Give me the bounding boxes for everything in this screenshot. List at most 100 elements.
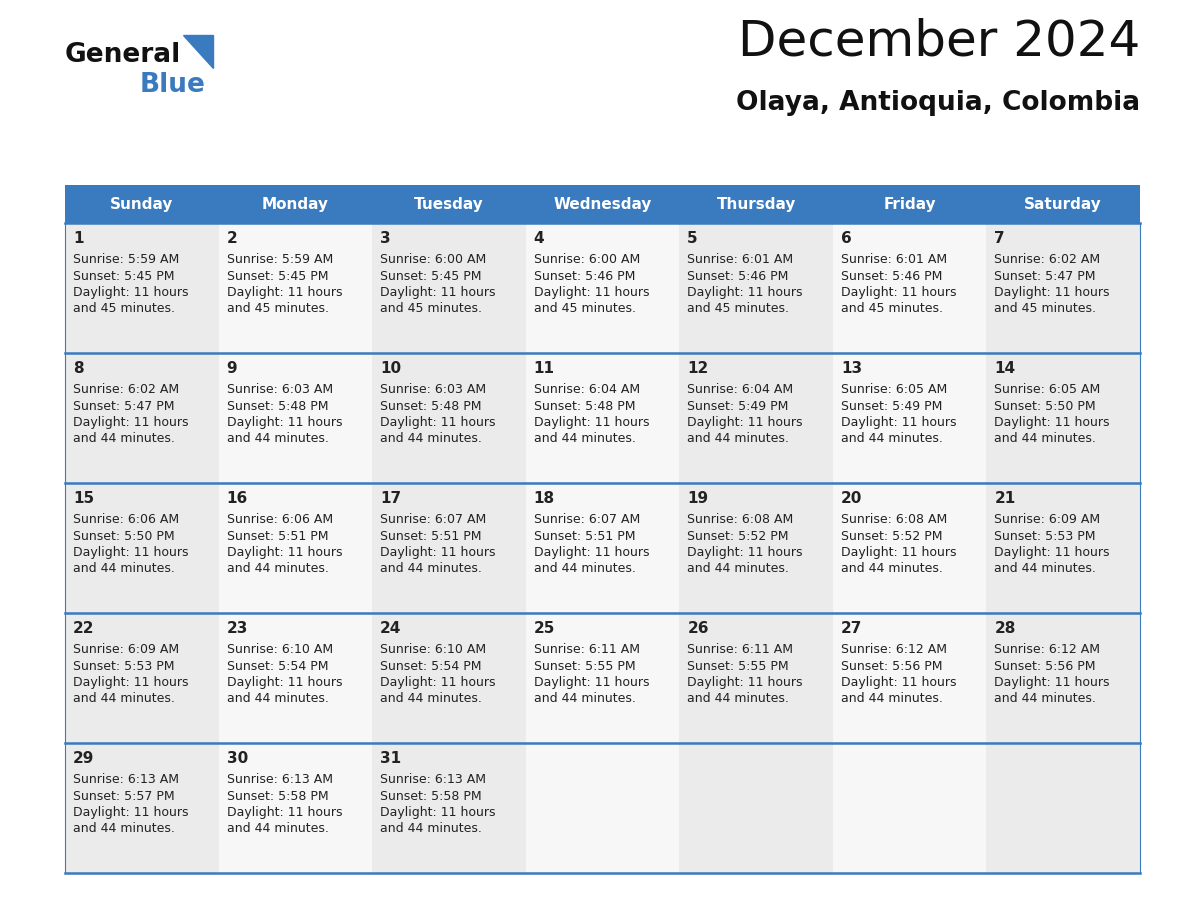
- Text: Sunset: 5:46 PM: Sunset: 5:46 PM: [841, 270, 942, 283]
- Text: and 44 minutes.: and 44 minutes.: [533, 432, 636, 445]
- Text: and 44 minutes.: and 44 minutes.: [380, 823, 482, 835]
- Text: and 44 minutes.: and 44 minutes.: [72, 823, 175, 835]
- Bar: [833, 353, 986, 483]
- Text: 9: 9: [227, 361, 238, 376]
- Text: 17: 17: [380, 491, 402, 506]
- Text: and 44 minutes.: and 44 minutes.: [841, 432, 943, 445]
- Text: and 44 minutes.: and 44 minutes.: [227, 823, 328, 835]
- Bar: [680, 483, 833, 613]
- Text: 6: 6: [841, 231, 852, 246]
- Text: Sunrise: 6:12 AM: Sunrise: 6:12 AM: [994, 643, 1100, 656]
- Bar: [986, 613, 1140, 743]
- Text: Daylight: 11 hours: Daylight: 11 hours: [841, 416, 956, 429]
- Text: Sunrise: 6:01 AM: Sunrise: 6:01 AM: [841, 253, 947, 266]
- Text: Daylight: 11 hours: Daylight: 11 hours: [841, 676, 956, 689]
- Text: and 45 minutes.: and 45 minutes.: [227, 303, 329, 316]
- Text: Sunrise: 6:06 AM: Sunrise: 6:06 AM: [72, 513, 179, 526]
- Text: Sunset: 5:48 PM: Sunset: 5:48 PM: [380, 399, 481, 412]
- Bar: [680, 613, 833, 743]
- Text: and 45 minutes.: and 45 minutes.: [72, 303, 175, 316]
- Text: Sunrise: 6:13 AM: Sunrise: 6:13 AM: [227, 773, 333, 786]
- Text: and 44 minutes.: and 44 minutes.: [688, 563, 789, 576]
- Text: Sunset: 5:56 PM: Sunset: 5:56 PM: [841, 659, 942, 673]
- Bar: [65, 483, 219, 613]
- Text: Sunset: 5:49 PM: Sunset: 5:49 PM: [841, 399, 942, 412]
- Text: 31: 31: [380, 751, 402, 766]
- Text: Sunset: 5:58 PM: Sunset: 5:58 PM: [380, 789, 482, 802]
- Text: and 44 minutes.: and 44 minutes.: [688, 692, 789, 706]
- Text: and 44 minutes.: and 44 minutes.: [994, 692, 1097, 706]
- Bar: [372, 483, 526, 613]
- Text: Sunset: 5:47 PM: Sunset: 5:47 PM: [994, 270, 1095, 283]
- Polygon shape: [183, 35, 213, 68]
- Bar: [986, 223, 1140, 353]
- Text: Sunrise: 6:10 AM: Sunrise: 6:10 AM: [227, 643, 333, 656]
- Text: Sunset: 5:47 PM: Sunset: 5:47 PM: [72, 399, 175, 412]
- Text: Sunrise: 6:07 AM: Sunrise: 6:07 AM: [533, 513, 640, 526]
- Text: 26: 26: [688, 621, 709, 636]
- Bar: [680, 353, 833, 483]
- Bar: [65, 223, 219, 353]
- Text: Sunrise: 5:59 AM: Sunrise: 5:59 AM: [227, 253, 333, 266]
- Text: and 44 minutes.: and 44 minutes.: [227, 563, 328, 576]
- Text: 25: 25: [533, 621, 555, 636]
- Text: Sunrise: 6:03 AM: Sunrise: 6:03 AM: [227, 383, 333, 396]
- Text: Sunset: 5:48 PM: Sunset: 5:48 PM: [227, 399, 328, 412]
- Text: and 44 minutes.: and 44 minutes.: [533, 692, 636, 706]
- Text: Daylight: 11 hours: Daylight: 11 hours: [72, 416, 189, 429]
- Text: Sunset: 5:51 PM: Sunset: 5:51 PM: [380, 530, 481, 543]
- Text: Daylight: 11 hours: Daylight: 11 hours: [380, 806, 495, 819]
- Text: Daylight: 11 hours: Daylight: 11 hours: [994, 286, 1110, 299]
- Text: Wednesday: Wednesday: [554, 196, 652, 211]
- Text: Daylight: 11 hours: Daylight: 11 hours: [841, 546, 956, 559]
- Text: and 44 minutes.: and 44 minutes.: [227, 432, 328, 445]
- Text: Sunrise: 6:09 AM: Sunrise: 6:09 AM: [72, 643, 179, 656]
- Text: and 44 minutes.: and 44 minutes.: [227, 692, 328, 706]
- Text: Daylight: 11 hours: Daylight: 11 hours: [688, 546, 803, 559]
- Text: Sunrise: 6:08 AM: Sunrise: 6:08 AM: [688, 513, 794, 526]
- Text: Sunrise: 6:04 AM: Sunrise: 6:04 AM: [688, 383, 794, 396]
- Text: Sunset: 5:58 PM: Sunset: 5:58 PM: [227, 789, 328, 802]
- Text: Daylight: 11 hours: Daylight: 11 hours: [227, 546, 342, 559]
- Text: 23: 23: [227, 621, 248, 636]
- Text: Daylight: 11 hours: Daylight: 11 hours: [227, 286, 342, 299]
- Text: 7: 7: [994, 231, 1005, 246]
- Text: Olaya, Antioquia, Colombia: Olaya, Antioquia, Colombia: [735, 90, 1140, 116]
- Text: Sunrise: 6:06 AM: Sunrise: 6:06 AM: [227, 513, 333, 526]
- Text: and 44 minutes.: and 44 minutes.: [380, 692, 482, 706]
- Text: Daylight: 11 hours: Daylight: 11 hours: [533, 416, 649, 429]
- Text: Daylight: 11 hours: Daylight: 11 hours: [688, 676, 803, 689]
- Text: 21: 21: [994, 491, 1016, 506]
- Text: Sunset: 5:53 PM: Sunset: 5:53 PM: [72, 659, 175, 673]
- Text: 10: 10: [380, 361, 402, 376]
- Bar: [833, 185, 986, 223]
- Text: 14: 14: [994, 361, 1016, 376]
- Text: Sunset: 5:50 PM: Sunset: 5:50 PM: [994, 399, 1097, 412]
- Bar: [986, 353, 1140, 483]
- Text: Sunrise: 6:11 AM: Sunrise: 6:11 AM: [688, 643, 794, 656]
- Text: 27: 27: [841, 621, 862, 636]
- Text: Blue: Blue: [140, 72, 206, 98]
- Bar: [526, 223, 680, 353]
- Text: Sunrise: 6:07 AM: Sunrise: 6:07 AM: [380, 513, 486, 526]
- Text: Sunset: 5:52 PM: Sunset: 5:52 PM: [688, 530, 789, 543]
- Text: Sunrise: 6:03 AM: Sunrise: 6:03 AM: [380, 383, 486, 396]
- Text: Sunset: 5:52 PM: Sunset: 5:52 PM: [841, 530, 942, 543]
- Text: December 2024: December 2024: [738, 18, 1140, 66]
- Bar: [372, 223, 526, 353]
- Text: and 44 minutes.: and 44 minutes.: [72, 432, 175, 445]
- Text: Daylight: 11 hours: Daylight: 11 hours: [380, 286, 495, 299]
- Bar: [65, 613, 219, 743]
- Text: and 44 minutes.: and 44 minutes.: [841, 563, 943, 576]
- Bar: [372, 185, 526, 223]
- Text: Daylight: 11 hours: Daylight: 11 hours: [841, 286, 956, 299]
- Text: Sunrise: 6:02 AM: Sunrise: 6:02 AM: [72, 383, 179, 396]
- Bar: [833, 223, 986, 353]
- Bar: [65, 743, 219, 873]
- Bar: [680, 185, 833, 223]
- Text: Sunset: 5:55 PM: Sunset: 5:55 PM: [688, 659, 789, 673]
- Text: Sunset: 5:51 PM: Sunset: 5:51 PM: [227, 530, 328, 543]
- Text: Sunrise: 6:00 AM: Sunrise: 6:00 AM: [533, 253, 640, 266]
- Text: Sunset: 5:50 PM: Sunset: 5:50 PM: [72, 530, 175, 543]
- Text: Sunrise: 6:12 AM: Sunrise: 6:12 AM: [841, 643, 947, 656]
